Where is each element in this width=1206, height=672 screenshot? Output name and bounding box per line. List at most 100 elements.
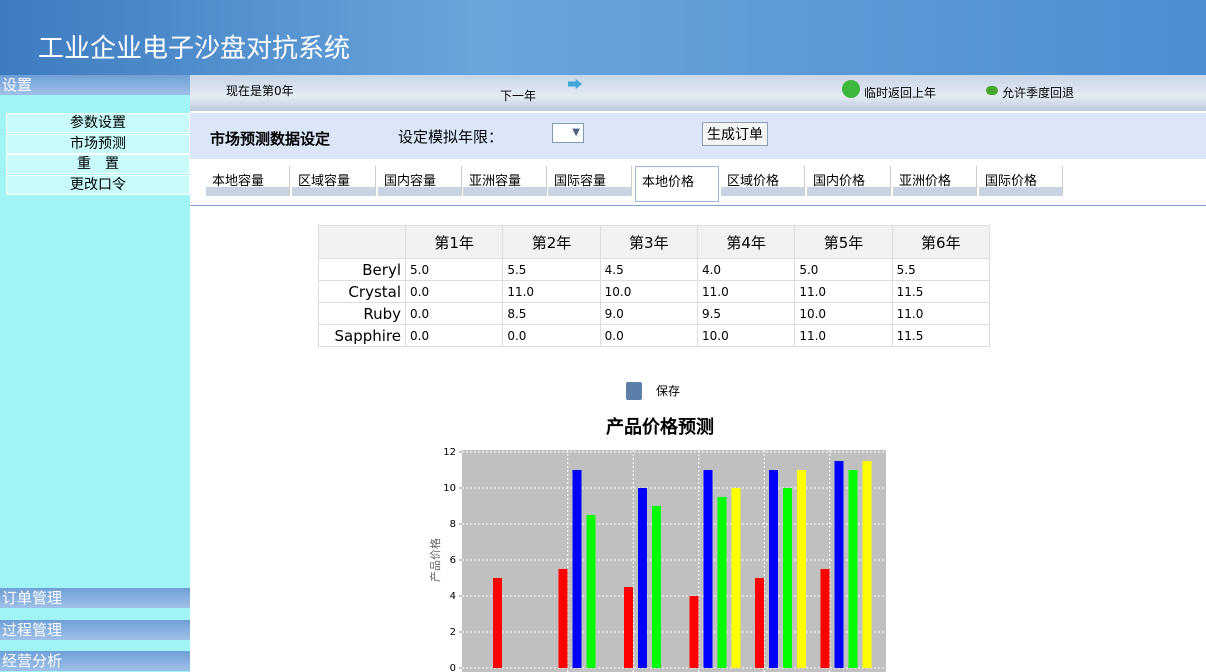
row-name: Sapphire — [318, 324, 406, 347]
cell: 11.0 — [696, 280, 796, 303]
cell: 10.0 — [599, 280, 698, 303]
cell: 0.0 — [502, 324, 601, 347]
cell: 5.0 — [794, 258, 893, 281]
cell: 0.0 — [404, 324, 504, 347]
toolbar: 现在是第0年 下一年 临时返回上年 允许季度回退 — [190, 75, 1206, 111]
status: 现在是第0年 — [226, 84, 294, 98]
cell: 0.0 — [404, 302, 504, 325]
y-tick-label: 6 — [450, 555, 456, 566]
save-button[interactable]: 保存 — [656, 384, 681, 398]
tab[interactable]: 本地容量 — [206, 166, 290, 196]
next-year[interactable]: 下一年 — [500, 89, 537, 103]
menu-item[interactable]: 更改口令 — [6, 174, 190, 195]
tab[interactable]: 国际容量 — [548, 166, 632, 196]
price-table: 第1年 第2年 第3年 第4年 第5年 第6年 Beryl 5.0 5.5 4.5 4.0 5.0 5.… — [318, 225, 991, 347]
cell: 11.5 — [891, 280, 991, 303]
cell: 0.0 — [404, 280, 504, 303]
column-header: 第5年 — [794, 225, 893, 259]
menu-item[interactable]: 参数设置 — [6, 113, 190, 133]
next-icon[interactable] — [568, 79, 582, 89]
save-icon[interactable] — [626, 382, 642, 400]
menu-item[interactable]: 市场预测 — [6, 133, 190, 154]
allow-icon — [986, 86, 998, 95]
cell: 5.5 — [891, 258, 991, 281]
tab[interactable]: 亚洲价格 — [893, 166, 977, 196]
tab[interactable]: 区域容量 — [292, 166, 376, 196]
bar — [652, 506, 661, 668]
table-row: Crystal 0.0 11.0 10.0 11.0 11.0 11.5 — [318, 280, 991, 303]
cell: 9.0 — [599, 302, 698, 325]
row-name: Ruby — [318, 302, 406, 325]
table-row: Sapphire 0.0 0.0 0.0 10.0 11.0 11.5 — [318, 324, 991, 347]
form-title: 市场预测数据设定 — [210, 130, 331, 148]
bar — [638, 488, 647, 668]
cell: 11.0 — [502, 280, 601, 303]
y-tick-label: 8 — [450, 519, 456, 530]
app-title: 工业企业电子沙盘对抗系统 — [38, 34, 351, 64]
cell: 11.5 — [891, 324, 991, 347]
y-axis-label: 产品价格 — [428, 538, 442, 582]
bar — [848, 470, 858, 668]
bar — [834, 461, 844, 668]
tab[interactable]: 国际价格 — [979, 166, 1063, 196]
bar — [862, 461, 872, 668]
chart-title: 产品价格预测 — [606, 416, 714, 438]
tab[interactable]: 区域价格 — [721, 166, 805, 196]
cell: 5.0 — [404, 258, 504, 281]
cell: 8.5 — [502, 302, 601, 325]
generate-button[interactable]: 生成订单 — [702, 122, 768, 146]
y-tick-label: 4 — [450, 591, 456, 602]
header: 工业企业电子沙盘对抗系统 — [0, 0, 1206, 75]
table-row: Ruby 0.0 8.5 9.0 9.5 10.0 11.0 — [318, 302, 991, 325]
sidebar-section[interactable]: 订单管理 — [0, 588, 190, 608]
bar — [586, 515, 596, 668]
column-header: 第2年 — [502, 225, 601, 259]
y-tick-label: 10 — [443, 483, 456, 494]
cell: 5.5 — [502, 258, 601, 281]
bar — [769, 470, 778, 668]
tabs: 本地容量 区域容量 国内容量 亚洲容量 国际容量 本地价格 区域价格 国内价格 亚洲价格 国际价格 — [190, 162, 1206, 206]
cell: 11.0 — [891, 302, 991, 325]
cell: 4.0 — [696, 258, 796, 281]
plot-area — [462, 450, 886, 672]
table-row: Beryl 5.0 5.5 4.5 4.0 5.0 5.5 — [318, 258, 991, 281]
bar — [558, 569, 568, 668]
cell: 10.0 — [696, 324, 796, 347]
cell: 0.0 — [599, 324, 698, 347]
cell: 11.0 — [794, 324, 893, 347]
limit-label: 设定模拟年限： — [398, 128, 504, 146]
column-header: 第4年 — [696, 225, 796, 259]
sidebar: 设置参数设置 市场预测重 置更改口令订单管理过程管理经营分析 — [0, 75, 190, 672]
sidebar-top: 设置 — [0, 75, 190, 95]
bar — [783, 488, 792, 668]
cell: 4.5 — [599, 258, 698, 281]
tab[interactable]: 本地价格 — [635, 166, 719, 202]
cell: 9.5 — [696, 302, 796, 325]
year-select[interactable]: ▼ — [552, 123, 584, 143]
bar — [797, 470, 806, 668]
bar — [572, 470, 582, 668]
form: 市场预测数据设定 设定模拟年限： ▼ 生成订单 — [190, 113, 1206, 159]
tab[interactable]: 国内价格 — [807, 166, 891, 196]
allow-back[interactable]: 允许季度回退 — [1002, 86, 1075, 100]
tab[interactable]: 亚洲容量 — [463, 166, 547, 196]
cell: 10.0 — [794, 302, 893, 325]
sidebar-section[interactable]: 经营分析 — [0, 651, 190, 671]
y-tick-label: 12 — [443, 447, 456, 458]
back-year[interactable]: 临时返回上年 — [864, 86, 937, 100]
cell: 11.0 — [794, 280, 893, 303]
bar — [703, 470, 713, 668]
column-header: 第1年 — [404, 225, 504, 259]
bar — [731, 488, 741, 668]
tab[interactable]: 国内容量 — [378, 166, 462, 196]
menu-item[interactable]: 重 置 — [6, 154, 190, 174]
back-icon[interactable] — [842, 80, 860, 98]
bar — [820, 569, 830, 668]
row-name: Crystal — [318, 280, 406, 303]
sidebar-section[interactable]: 过程管理 — [0, 620, 190, 640]
y-tick-label: 0 — [450, 663, 456, 672]
bar — [689, 596, 699, 668]
bar — [717, 497, 727, 668]
corner-cell — [318, 225, 406, 259]
